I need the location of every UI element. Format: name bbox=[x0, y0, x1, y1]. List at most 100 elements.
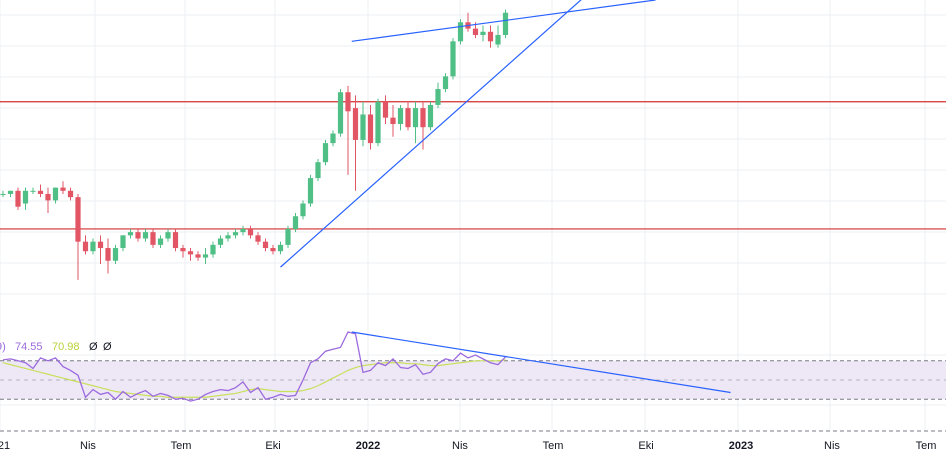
candle-body bbox=[330, 133, 336, 144]
candle-down bbox=[45, 187, 51, 214]
rsi-legend-extra-2: Ø bbox=[103, 341, 112, 353]
candle-body bbox=[412, 108, 419, 128]
candle-up bbox=[202, 248, 209, 264]
candle-body bbox=[337, 92, 344, 134]
candle-up bbox=[307, 174, 314, 207]
x-axis-tick-label: Tem bbox=[916, 440, 937, 452]
candle-up bbox=[450, 38, 456, 80]
rsi-legend-extra-1: Ø bbox=[89, 341, 98, 353]
candle-body bbox=[97, 241, 104, 249]
rsi-trendline[interactable] bbox=[351, 331, 731, 394]
candle-body bbox=[420, 108, 426, 128]
candle-up bbox=[442, 73, 449, 93]
rsi-ma-legend-value: 70.98 bbox=[52, 341, 80, 353]
candle-up bbox=[210, 241, 216, 258]
candle-body bbox=[142, 232, 149, 239]
candle-up bbox=[300, 200, 306, 220]
candle-body bbox=[135, 232, 141, 239]
candle-up bbox=[232, 228, 239, 239]
candle-down bbox=[60, 181, 66, 194]
candle-up bbox=[412, 101, 419, 144]
candle-up bbox=[217, 235, 224, 249]
rsi-trendline-line bbox=[351, 331, 731, 394]
x-axis-tick-label: 2023 bbox=[729, 440, 753, 452]
candle-down bbox=[255, 232, 261, 245]
candle-body bbox=[390, 117, 396, 125]
candle-down bbox=[67, 187, 74, 201]
candle-down bbox=[465, 12, 471, 32]
candle-body bbox=[442, 76, 449, 90]
candle-body bbox=[172, 232, 179, 249]
candle-body bbox=[202, 254, 209, 258]
candle-body bbox=[112, 248, 119, 261]
candle-body bbox=[165, 232, 171, 239]
candle-down bbox=[405, 101, 411, 131]
candle-up bbox=[90, 238, 96, 255]
candlestick-series bbox=[0, 9, 509, 280]
candle-body bbox=[105, 248, 111, 261]
candle-body bbox=[0, 193, 6, 195]
candle-body bbox=[405, 108, 411, 128]
candle-down bbox=[75, 193, 81, 280]
candle-down bbox=[345, 85, 351, 175]
candle-up bbox=[502, 9, 509, 39]
price-trendline bbox=[351, 0, 656, 42]
candle-body bbox=[82, 241, 89, 252]
x-axis-tick-label: Tem bbox=[543, 440, 564, 452]
candle-up bbox=[277, 241, 284, 255]
candle-body bbox=[195, 254, 201, 258]
candle-down bbox=[352, 95, 359, 191]
candle-body bbox=[75, 197, 81, 242]
candle-body bbox=[270, 248, 276, 252]
candle-body bbox=[60, 187, 66, 191]
candle-body bbox=[292, 216, 299, 229]
candle-body bbox=[457, 22, 464, 42]
candle-up bbox=[435, 82, 441, 109]
candle-down bbox=[487, 25, 494, 48]
candle-body bbox=[37, 190, 44, 194]
candle-down bbox=[105, 238, 111, 274]
candle-body bbox=[285, 228, 291, 245]
candle-up bbox=[427, 101, 434, 131]
candle-body bbox=[45, 193, 51, 201]
candle-up bbox=[22, 187, 29, 210]
candle-up bbox=[7, 190, 14, 198]
candle-body bbox=[480, 31, 486, 35]
candle-body bbox=[322, 143, 329, 163]
candle-up bbox=[375, 98, 381, 147]
candle-body bbox=[225, 235, 231, 239]
candle-up bbox=[457, 19, 464, 45]
candle-down bbox=[150, 228, 156, 249]
candle-body bbox=[502, 12, 509, 35]
candle-body bbox=[255, 235, 261, 242]
x-axis-tick-label: Eki bbox=[265, 440, 280, 452]
candle-down bbox=[390, 104, 396, 137]
candle-body bbox=[495, 34, 501, 45]
candle-body bbox=[427, 104, 434, 128]
x-axis-tick-label: Nis bbox=[80, 440, 96, 452]
candle-up bbox=[225, 232, 231, 242]
x-axis-tick-label: 2022 bbox=[356, 440, 380, 452]
candle-body bbox=[90, 241, 96, 252]
candle-down bbox=[82, 235, 89, 255]
rsi-legend-prefix: 9) bbox=[0, 341, 6, 353]
candle-down bbox=[195, 251, 201, 261]
candle-down bbox=[270, 244, 276, 255]
candle-body bbox=[7, 190, 14, 194]
horizontal-levels bbox=[0, 101, 946, 230]
candle-down bbox=[382, 95, 389, 125]
price-trendlines[interactable] bbox=[280, 0, 656, 268]
candle-body bbox=[487, 31, 494, 42]
candle-body bbox=[360, 114, 366, 140]
candle-body bbox=[120, 235, 126, 249]
x-axis: 21 Nis Tem Eki 2022 Nis Tem Eki 2023 Nis Tem bbox=[0, 440, 936, 452]
candle-up bbox=[360, 101, 366, 147]
candle-up bbox=[480, 25, 486, 42]
candle-down bbox=[15, 187, 21, 210]
candle-body bbox=[127, 232, 134, 236]
candle-body bbox=[180, 248, 186, 252]
candle-body bbox=[345, 92, 351, 112]
candle-up bbox=[330, 130, 336, 147]
x-axis-tick-label: Nis bbox=[824, 440, 840, 452]
